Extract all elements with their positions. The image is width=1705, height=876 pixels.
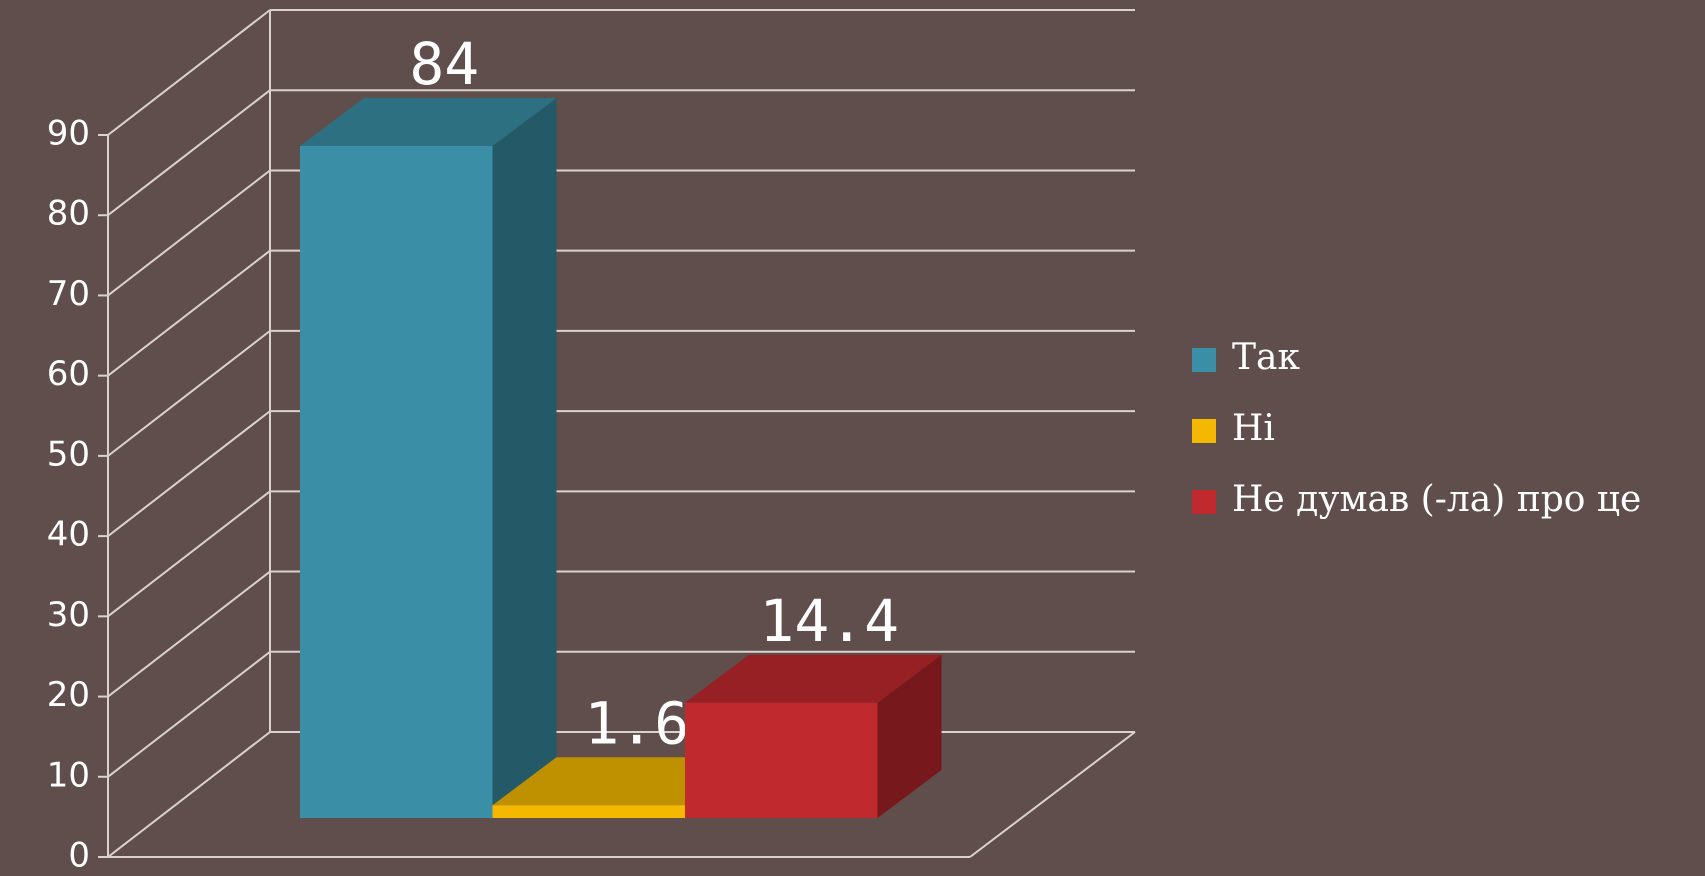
y-tick-label: 10: [47, 755, 90, 795]
y-tick-label: 90: [47, 114, 90, 154]
grid-line: [107, 330, 271, 457]
value-label: 84: [409, 30, 479, 98]
grid-line: [107, 89, 271, 217]
grid-line: [107, 9, 271, 136]
legend-label: Ні: [1232, 408, 1275, 449]
grid-line: [107, 570, 271, 698]
bar-top: [685, 654, 942, 703]
y-tick-label: 40: [47, 515, 90, 555]
grid-line: [107, 249, 271, 377]
legend-label: Так: [1232, 337, 1300, 378]
grid-line: [107, 490, 271, 618]
value-label: 1.6: [584, 689, 689, 757]
y-tick-label: 0: [68, 836, 90, 876]
grid-line: [107, 410, 271, 537]
bar: [300, 146, 493, 818]
legend-swatch: [1192, 490, 1216, 514]
y-tick-label: 60: [47, 354, 90, 394]
grid-line: [107, 650, 271, 778]
legend-swatch: [1192, 419, 1216, 443]
bar-top: [300, 98, 557, 146]
bar: [492, 805, 685, 818]
bar-side: [492, 98, 557, 818]
legend-swatch: [1192, 348, 1216, 372]
bar-top: [492, 757, 749, 806]
y-tick-label: 20: [47, 675, 90, 715]
y-tick-label: 70: [47, 274, 90, 314]
grid-line: [107, 169, 271, 297]
legend-label: Не думав (-ла) про це: [1232, 479, 1641, 520]
floor-right: [969, 731, 1136, 858]
y-tick-label: 50: [47, 434, 90, 474]
grid-line: [107, 731, 271, 858]
bar: [685, 702, 878, 818]
value-label: 14.4: [759, 587, 899, 655]
y-tick-label: 80: [47, 194, 90, 234]
bar-side: [877, 654, 942, 818]
y-tick-label: 30: [47, 595, 90, 635]
